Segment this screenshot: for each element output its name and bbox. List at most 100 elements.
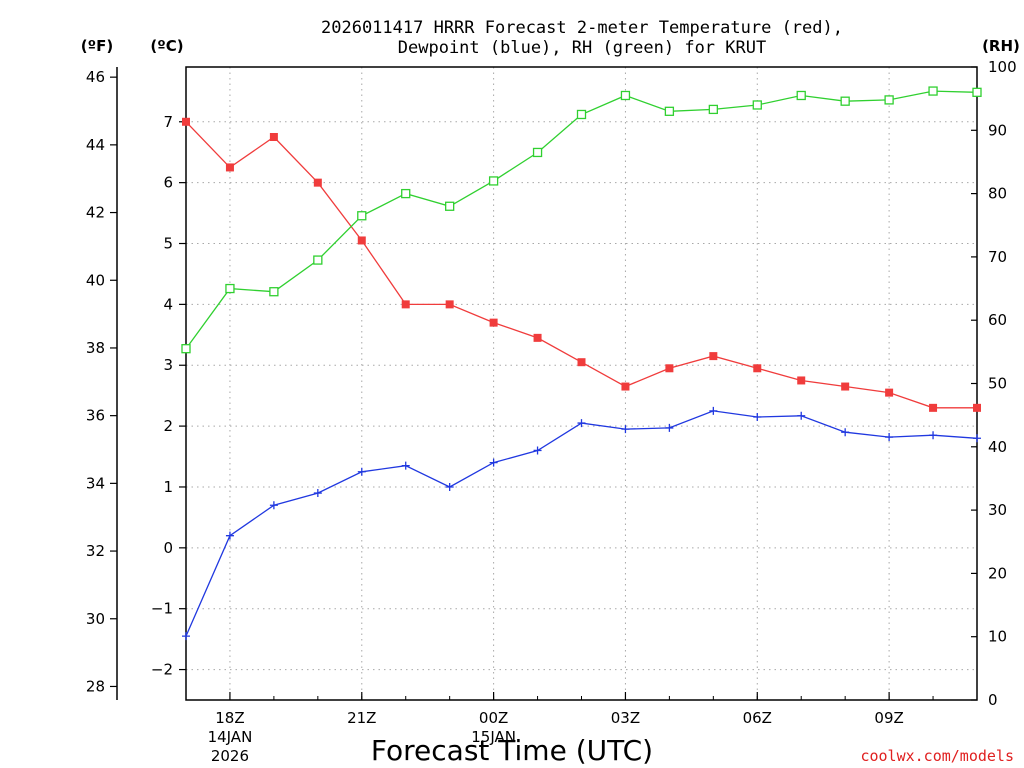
celsius-tick-label: 3 — [163, 356, 173, 374]
dewpoint-point — [621, 425, 630, 434]
dewpoint-point — [313, 489, 322, 498]
rh-point — [664, 106, 675, 116]
2-meter-temperature-point — [973, 403, 981, 412]
fahrenheit-tick-label: 40 — [86, 271, 105, 289]
dewpoint-point — [489, 458, 498, 467]
dewpoint-point — [841, 428, 850, 437]
2-meter-temperature-point — [621, 382, 630, 391]
rh-point — [576, 109, 587, 120]
2-meter-temperature-point — [841, 382, 850, 391]
fahrenheit-tick-label: 42 — [86, 204, 105, 222]
dewpoint-point — [709, 406, 718, 415]
rh-point — [225, 283, 235, 294]
rh-point — [269, 287, 279, 297]
credit-text: coolwx.com/models — [860, 747, 1014, 765]
rh-point — [357, 211, 367, 221]
fahrenheit-tick-label: 46 — [86, 68, 105, 86]
dewpoint-point — [929, 431, 938, 440]
celsius-unit-label: (ºC) — [150, 37, 183, 55]
x-tick-label: 21Z — [347, 709, 376, 727]
rh-tick-label: 10 — [988, 628, 1007, 646]
rh-tick-label: 50 — [988, 375, 1007, 393]
dewpoint-point — [269, 501, 278, 510]
rh-tick-label: 60 — [988, 311, 1007, 329]
rh-tick-label: 70 — [988, 248, 1007, 266]
rh-point — [445, 201, 455, 211]
chart-title-line2: Dewpoint (blue), RH (green) for KRUT — [398, 38, 766, 58]
rh-tick-label: 30 — [988, 501, 1007, 519]
2-meter-temperature-point — [357, 236, 366, 245]
2-meter-temperature-point — [401, 300, 410, 309]
x-tick-label: 00Z — [479, 709, 508, 727]
dewpoint-point — [885, 433, 894, 442]
celsius-tick-label: 1 — [163, 478, 173, 496]
2-meter-temperature-point — [445, 300, 454, 309]
x-tick-label: 06Z — [743, 709, 772, 727]
dewpoint-point — [225, 531, 234, 540]
dewpoint-point — [797, 411, 806, 420]
rh-point — [181, 344, 191, 354]
x-tick-year-label: 2026 — [211, 747, 249, 765]
2-meter-temperature-point — [929, 403, 938, 412]
fahrenheit-tick-label: 44 — [86, 136, 105, 154]
dewpoint-point — [357, 467, 366, 476]
rh-tick-label: 0 — [988, 691, 998, 709]
2-meter-temperature-point — [753, 364, 762, 373]
2-meter-temperature-point — [885, 388, 894, 397]
rh-unit-label: (RH) — [982, 37, 1020, 55]
celsius-tick-label: −1 — [151, 600, 173, 618]
dewpoint-point — [577, 419, 586, 428]
rh-line — [185, 90, 978, 350]
2-meter-temperature-point — [577, 358, 586, 367]
dewpoint-point — [182, 632, 190, 641]
2-meter-temperature-point — [489, 318, 498, 327]
dewpoint-point — [401, 461, 410, 470]
dewpoint-point — [973, 434, 981, 443]
2-meter-temperature-point — [313, 178, 322, 187]
x-axis-title: Forecast Time (UTC) — [371, 734, 653, 767]
rh-point — [840, 96, 850, 106]
rh-point — [972, 87, 982, 97]
rh-point — [928, 86, 938, 96]
x-tick-label: 18Z — [215, 709, 244, 727]
rh-point — [620, 90, 631, 101]
x-tick-date-label: 14JAN — [208, 728, 253, 746]
celsius-tick-label: 6 — [163, 174, 173, 192]
plot-frame — [185, 66, 978, 701]
fahrenheit-tick-label: 38 — [86, 339, 105, 357]
rh-point — [884, 95, 894, 105]
rh-point — [796, 90, 806, 101]
rh-point — [488, 176, 499, 186]
rh-tick-label: 40 — [988, 438, 1007, 456]
rh-point — [401, 188, 411, 199]
axis-ticks: 76543210−1−24644424038363432302810090807… — [86, 58, 1017, 765]
fahrenheit-tick-label: 32 — [86, 542, 105, 560]
fahrenheit-tick-label: 30 — [86, 610, 105, 628]
celsius-tick-label: 2 — [163, 417, 173, 435]
x-tick-label: 03Z — [611, 709, 640, 727]
2-meter-temperature-point — [665, 364, 674, 373]
2-meter-temperature-point — [709, 352, 718, 361]
celsius-tick-label: 0 — [163, 539, 173, 557]
rh-tick-label: 100 — [988, 58, 1017, 76]
rh-point — [752, 100, 762, 110]
x-tick-label: 09Z — [874, 709, 903, 727]
2-meter-temperature-point — [269, 132, 278, 141]
series-layer — [181, 86, 982, 641]
fahrenheit-unit-label: (ºF) — [81, 37, 113, 55]
rh-point — [313, 255, 323, 265]
dewpoint-point — [665, 423, 674, 432]
celsius-tick-label: 5 — [163, 235, 173, 253]
dewpoint-point — [533, 446, 542, 455]
dewpoint-point — [445, 482, 454, 491]
gridlines — [186, 67, 977, 700]
rh-point — [532, 147, 543, 158]
fahrenheit-tick-label: 34 — [86, 474, 105, 492]
2-meter-temperature-point — [225, 163, 234, 172]
rh-tick-label: 20 — [988, 564, 1007, 582]
2-meter-temperature-point — [797, 376, 806, 385]
2-meter-temperature-point — [533, 333, 542, 342]
celsius-tick-label: −2 — [151, 661, 173, 679]
celsius-tick-label: 4 — [163, 295, 173, 313]
